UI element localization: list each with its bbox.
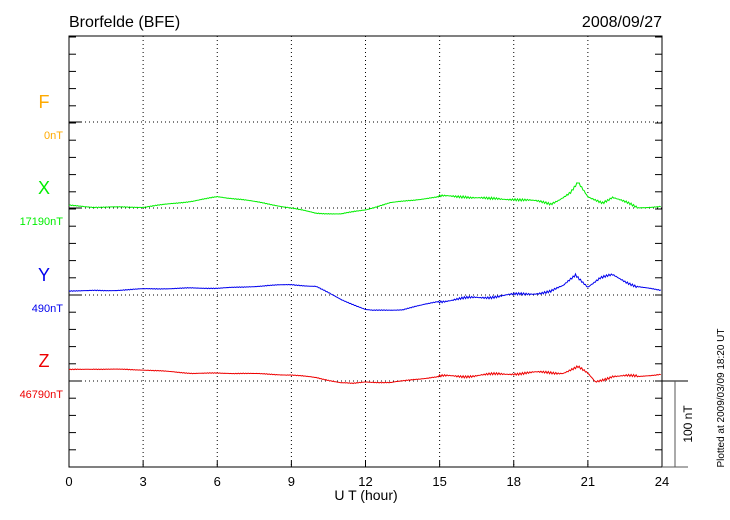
- series-line-x: [68, 182, 661, 215]
- chart-title: Brorfelde (BFE): [69, 14, 180, 31]
- series-line-y: [68, 272, 661, 311]
- x-tick-label: 24: [655, 474, 669, 489]
- x-tick-label: 12: [358, 474, 372, 489]
- series-baseline-z: 46790nT: [20, 389, 64, 401]
- series-name-z: Z: [39, 351, 50, 371]
- scale-bar-label: 100 nT: [681, 405, 695, 443]
- grid: [69, 36, 662, 467]
- ticks: 0 3 6 9 12 15 18 21 24: [65, 36, 669, 489]
- series-name-f: F: [39, 92, 50, 112]
- chart-date: 2008/09/27: [582, 14, 662, 31]
- series-line-z: [68, 365, 661, 385]
- series-baseline-y: 490nT: [32, 303, 63, 315]
- x-tick-label: 21: [581, 474, 595, 489]
- series-baseline-x: 17190nT: [20, 216, 64, 228]
- x-tick-label: 18: [507, 474, 521, 489]
- x-tick-label: 3: [140, 474, 147, 489]
- x-tick-label: 6: [214, 474, 221, 489]
- x-tick-label: 0: [65, 474, 72, 489]
- series-labels: F 0nT X 17190nT Y 490nT Z 46790nT: [20, 92, 64, 401]
- series-lines: [68, 182, 661, 385]
- series-name-x: X: [38, 178, 50, 198]
- plotted-at-footer: Plotted at 2009/03/09 18:20 UT: [716, 329, 727, 468]
- series-name-y: Y: [38, 265, 50, 285]
- x-tick-label: 9: [288, 474, 295, 489]
- series-baseline-f: 0nT: [44, 130, 63, 142]
- x-axis-label: U T (hour): [334, 487, 397, 503]
- x-tick-label: 15: [432, 474, 446, 489]
